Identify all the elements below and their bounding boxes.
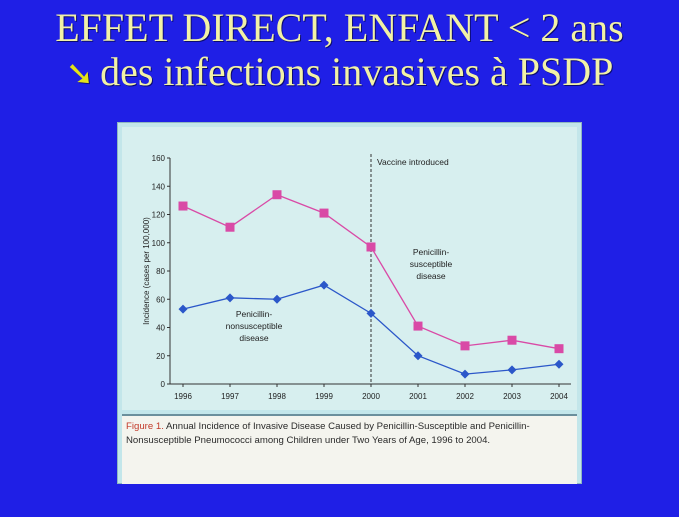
series-0-point-2000	[366, 242, 376, 252]
x-tick-label-2002: 2002	[456, 392, 474, 401]
series-1-point-1998	[272, 294, 282, 304]
series-1-point-2003	[507, 365, 517, 375]
x-tick-label-1997: 1997	[221, 392, 239, 401]
series-1-point-1996	[178, 304, 188, 314]
figure-caption-label: Figure 1.	[126, 421, 164, 432]
y-tick-label-80: 80	[156, 267, 165, 276]
series-label-1-line-0: Penicillin-	[236, 309, 273, 319]
plot-background	[122, 127, 577, 410]
series-0-point-2001	[413, 321, 423, 331]
y-tick-label-120: 120	[152, 211, 166, 220]
y-tick-label-60: 60	[156, 295, 165, 304]
x-tick-label-1996: 1996	[174, 392, 192, 401]
y-tick-label-100: 100	[152, 239, 166, 248]
series-0-point-2004	[554, 344, 564, 354]
down-right-arrow-icon: ➘	[65, 54, 95, 94]
series-label-1-line-1: nonsusceptible	[226, 321, 283, 331]
x-tick-label-1998: 1998	[268, 392, 286, 401]
figure-panel: 0 20 40 60 80 100 120 140 160 1996 1997 1998 1999 200…	[117, 122, 582, 484]
series-0-point-1996	[178, 201, 188, 211]
slide-title-line1: EFFET DIRECT, ENFANT < 2 ans	[55, 5, 624, 50]
series-0-point-1998	[272, 190, 282, 200]
series-1-point-1997	[225, 293, 235, 303]
series-1-point-2002	[460, 369, 470, 379]
y-tick-label-160: 160	[152, 154, 166, 163]
series-label-1-line-2: disease	[239, 333, 269, 343]
y-tick-label-20: 20	[156, 352, 165, 361]
series-0-point-2003	[507, 335, 517, 345]
y-tick-label-40: 40	[156, 324, 165, 333]
incidence-chart: 0 20 40 60 80 100 120 140 160 1996 1997 1998 1999 200…	[142, 154, 571, 401]
y-tick-label-0: 0	[161, 380, 166, 389]
figure-caption-text: Annual Incidence of Invasive Disease Cau…	[126, 421, 530, 446]
series-1-point-2000	[366, 308, 376, 318]
x-tick-label-2000: 2000	[362, 392, 380, 401]
series-0-point-1999	[319, 208, 329, 218]
figure-caption: Figure 1. Annual Incidence of Invasive D…	[122, 414, 577, 484]
series-label-0-line-2: disease	[416, 271, 446, 281]
x-tick-label-2003: 2003	[503, 392, 521, 401]
series-0-point-2002	[460, 341, 470, 351]
slide-title-line2: ➘ des infections invasives à PSDP	[0, 50, 679, 96]
series-label-0-line-0: Penicillin-	[413, 247, 450, 257]
y-tick-label-140: 140	[152, 182, 166, 191]
series-0-point-1997	[225, 222, 235, 232]
x-tick-label-2004: 2004	[550, 392, 568, 401]
x-tick-label-2001: 2001	[409, 392, 427, 401]
series-1-point-1999	[319, 280, 329, 290]
series-1-point-2004	[554, 359, 564, 369]
vaccine-introduced-label: Vaccine introduced	[377, 157, 449, 167]
series-1-point-2001	[413, 351, 423, 361]
series-label-0-line-1: susceptible	[410, 259, 453, 269]
y-axis-label: Incidence (cases per 100,000)	[142, 217, 151, 325]
x-tick-label-1999: 1999	[315, 392, 333, 401]
slide-title-line2-text: des infections invasives à PSDP	[100, 49, 614, 94]
